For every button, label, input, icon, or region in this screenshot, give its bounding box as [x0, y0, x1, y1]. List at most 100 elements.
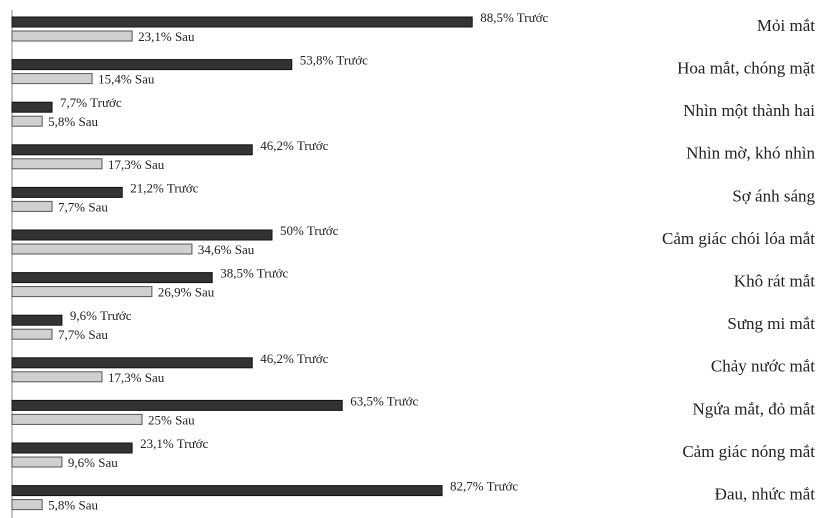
value-label-series: Trước	[517, 10, 549, 25]
value-label-series: Sau	[88, 327, 108, 342]
value-label-series: Trước	[90, 95, 122, 110]
value-label-number: 5,8%	[48, 114, 75, 129]
category-label: Cảm giác nóng mắt	[682, 442, 815, 461]
value-label: 46,2% Trước	[260, 138, 328, 153]
bar	[11, 16, 473, 28]
value-label-number: 7,7%	[58, 327, 85, 342]
value-label: 53,8% Trước	[300, 53, 368, 68]
value-label: 7,7% Sau	[58, 199, 108, 214]
category-label: Ngứa mắt, đỏ mắt	[692, 399, 815, 418]
value-label: 7,7% Trước	[60, 95, 122, 110]
value-label: 38,5% Trước	[220, 266, 288, 281]
value-label: 88,5% Trước	[480, 10, 548, 25]
bar	[11, 243, 193, 255]
value-label-series: Trước	[100, 308, 132, 323]
value-label: 23,1% Sau	[138, 29, 195, 44]
value-label-number: 38,5%	[220, 266, 254, 281]
value-label-series: Trước	[167, 180, 199, 195]
bar	[11, 30, 133, 42]
category-label: Chảy nước mắt	[711, 357, 815, 376]
value-label-series: Sau	[145, 157, 165, 172]
value-label-series: Sau	[145, 370, 165, 385]
bar	[11, 485, 443, 497]
bar	[11, 399, 343, 411]
value-label-number: 46,2%	[260, 138, 294, 153]
bar	[11, 328, 53, 340]
category-label: Cảm giác chói lóa mắt	[662, 229, 815, 248]
value-label: 17,3% Sau	[108, 370, 165, 385]
value-label-series: Trước	[177, 436, 209, 451]
value-label: 63,5% Trước	[350, 393, 418, 408]
value-label-series: Sau	[88, 199, 108, 214]
category-label: Hoa mắt, chóng mặt	[677, 59, 815, 78]
value-label-number: 25%	[148, 412, 172, 427]
value-label-number: 17,3%	[108, 157, 142, 172]
value-label-number: 88,5%	[480, 10, 514, 25]
bar	[11, 442, 133, 454]
bar	[11, 101, 53, 113]
category-label: Nhìn một thành hai	[683, 101, 815, 120]
value-label: 25% Sau	[148, 412, 195, 427]
value-label-number: 5,8%	[48, 498, 75, 513]
value-label-number: 34,6%	[198, 242, 232, 257]
value-label: 26,9% Sau	[158, 285, 215, 300]
bar	[11, 456, 63, 468]
category-label: Nhìn mờ, khó nhìn	[686, 144, 815, 163]
category-label: Sợ ánh sáng	[732, 186, 815, 205]
value-label: 34,6% Sau	[198, 242, 255, 257]
value-label-series: Trước	[257, 266, 289, 281]
category-label: Mỏi mắt	[757, 16, 815, 35]
value-label: 15,4% Sau	[98, 72, 155, 87]
value-label-series: Trước	[297, 351, 329, 366]
bar	[11, 200, 53, 212]
value-label: 46,2% Trước	[260, 351, 328, 366]
bar	[11, 186, 123, 198]
value-label: 5,8% Sau	[48, 498, 98, 513]
bar	[11, 314, 63, 326]
value-label-number: 26,9%	[158, 285, 192, 300]
bar	[11, 229, 273, 241]
value-label-series: Trước	[387, 393, 419, 408]
value-label-series: Trước	[336, 53, 368, 68]
value-label-series: Sau	[98, 455, 118, 470]
value-label-series: Sau	[195, 285, 215, 300]
value-label-number: 53,8%	[300, 53, 334, 68]
bar	[11, 73, 93, 85]
bar	[11, 144, 253, 156]
value-label-number: 9,6%	[70, 308, 97, 323]
value-label: 5,8% Sau	[48, 114, 98, 129]
value-label-number: 15,4%	[98, 72, 132, 87]
value-label-series: Sau	[175, 412, 195, 427]
value-label: 82,7% Trước	[450, 479, 518, 494]
value-label: 17,3% Sau	[108, 157, 165, 172]
category-label: Đau, nhức mắt	[715, 485, 816, 504]
value-label: 50% Trước	[280, 223, 339, 238]
value-label-series: Sau	[135, 72, 155, 87]
value-label-series: Trước	[307, 223, 339, 238]
bar	[11, 413, 143, 425]
value-label-series: Trước	[487, 479, 519, 494]
value-label: 7,7% Sau	[58, 327, 108, 342]
value-label: 9,6% Sau	[68, 455, 118, 470]
value-label-number: 46,2%	[260, 351, 294, 366]
value-label-series: Sau	[235, 242, 255, 257]
value-label: 9,6% Trước	[70, 308, 132, 323]
value-label-number: 7,7%	[58, 199, 85, 214]
value-label-number: 82,7%	[450, 479, 484, 494]
category-label: Sưng mi mắt	[727, 314, 815, 333]
bar	[11, 59, 293, 71]
value-label-series: Sau	[175, 29, 195, 44]
value-label: 23,1% Trước	[140, 436, 208, 451]
value-label-number: 17,3%	[108, 370, 142, 385]
value-label-number: 63,5%	[350, 393, 384, 408]
value-label-series: Trước	[297, 138, 329, 153]
bar	[11, 158, 103, 170]
value-label-number: 50%	[280, 223, 304, 238]
bar	[11, 371, 103, 383]
category-label: Khô rát mắt	[734, 272, 815, 291]
bar	[11, 115, 43, 127]
value-label-number: 23,1%	[138, 29, 172, 44]
value-label-series: Sau	[79, 498, 99, 513]
value-label: 21,2% Trước	[130, 180, 198, 195]
